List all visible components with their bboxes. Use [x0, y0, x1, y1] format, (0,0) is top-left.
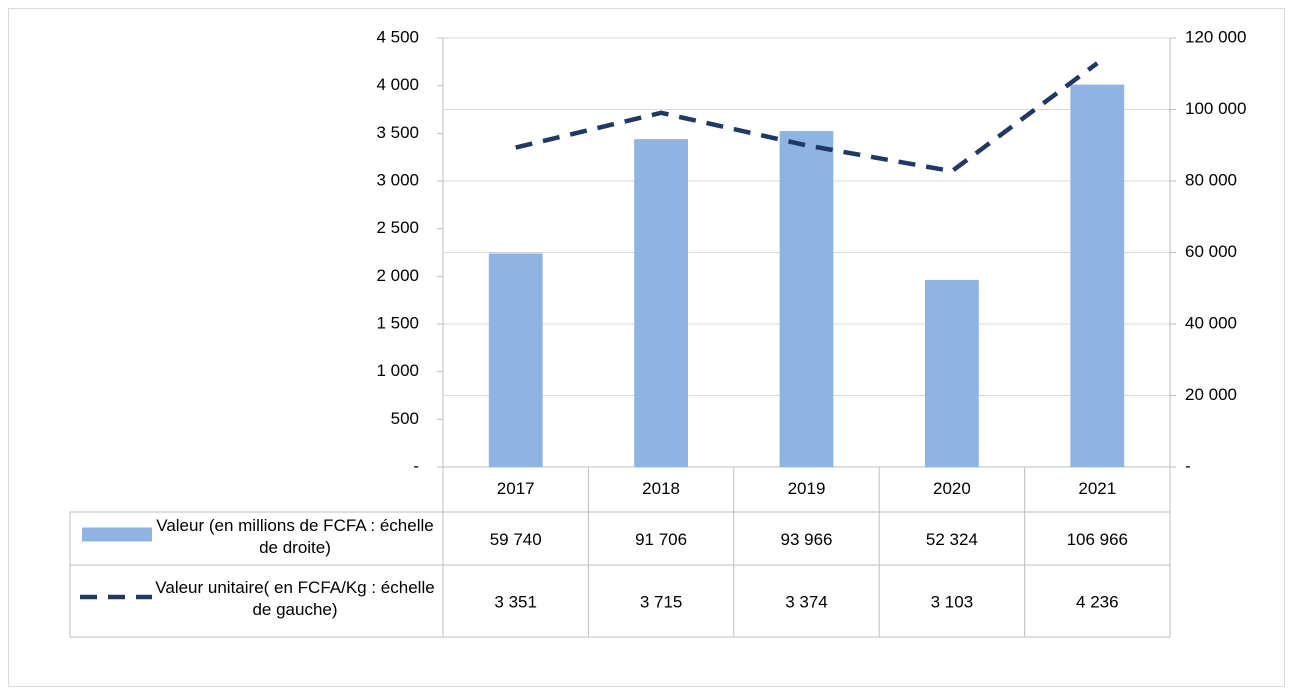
y-tick-label: -: [413, 456, 419, 475]
y2-tick-label: 120 000: [1185, 27, 1246, 46]
y-tick-label: 2 000: [376, 266, 419, 285]
y-tick-label: 500: [391, 409, 419, 428]
y2-tick-label: -: [1185, 456, 1191, 475]
bar: [1070, 84, 1125, 467]
legend-label: Valeur (en millions de FCFA : échelle de…: [156, 515, 434, 557]
y-tick-label: 2 500: [376, 218, 419, 237]
y-tick-label: 1 000: [376, 361, 419, 380]
bar: [488, 253, 543, 467]
y-tick-label: 3 500: [376, 123, 419, 142]
table-value: 59 740: [490, 530, 542, 549]
chart-border: [8, 8, 1285, 687]
table-value: 3 374: [785, 592, 828, 611]
y-tick-label: 4 500: [376, 27, 419, 46]
x-tick-label: 2018: [642, 479, 680, 498]
table-value: 52 324: [926, 530, 978, 549]
table-value: 93 966: [781, 530, 833, 549]
table-value: 91 706: [635, 530, 687, 549]
table-value: 3 715: [640, 592, 683, 611]
y2-tick-label: 80 000: [1185, 170, 1237, 189]
bar: [779, 131, 834, 468]
y2-tick-label: 40 000: [1185, 313, 1237, 332]
table-value: 4 236: [1076, 592, 1119, 611]
y-tick-label: 3 000: [376, 170, 419, 189]
y-tick-label: 1 500: [376, 313, 419, 332]
bar: [925, 279, 979, 467]
x-tick-label: 2019: [788, 479, 826, 498]
bar: [634, 139, 688, 467]
table-value: 3 103: [931, 592, 974, 611]
x-tick-label: 2020: [933, 479, 971, 498]
legend-swatch: [82, 527, 152, 542]
table-value: 3 351: [494, 592, 537, 611]
table-value: 106 966: [1067, 530, 1128, 549]
y2-tick-label: 100 000: [1185, 99, 1246, 118]
x-tick-label: 2021: [1078, 479, 1116, 498]
x-tick-label: 2017: [497, 479, 535, 498]
y2-tick-label: 60 000: [1185, 242, 1237, 261]
y-tick-label: 4 000: [376, 75, 419, 94]
legend-label: Valeur unitaire( en FCFA/Kg : échelle de…: [155, 578, 435, 619]
y2-tick-label: 20 000: [1185, 385, 1237, 404]
line: [515, 61, 1099, 174]
